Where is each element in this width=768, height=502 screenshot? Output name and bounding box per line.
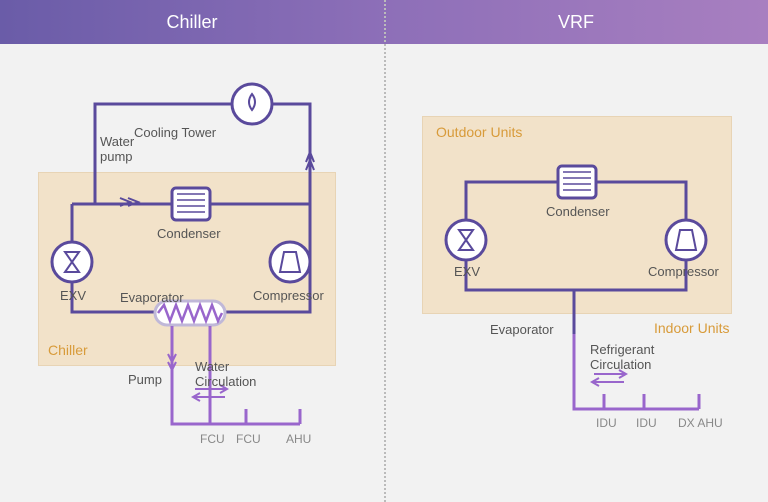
water-pump-label: Water pump (100, 134, 134, 164)
vrf-compressor-label: Compressor (648, 264, 719, 279)
water-circ-label: Water Circulation (195, 359, 256, 389)
vrf-exv-label: EXV (454, 264, 480, 279)
idu1: IDU (596, 416, 617, 430)
pump-label: Pump (128, 372, 162, 387)
vrf-evaporator-label: Evaporator (490, 322, 554, 337)
vrf-condenser-label: Condenser (546, 204, 610, 219)
chiller-pipes (0, 44, 384, 502)
chiller-panel: Chiller (0, 44, 384, 502)
fcu1: FCU (200, 432, 225, 446)
refrig-circ-label: Refrigerant Circulation (590, 342, 654, 372)
chiller-compressor-label: Compressor (253, 288, 324, 303)
header-chiller: Chiller (0, 0, 384, 44)
fcu2: FCU (236, 432, 261, 446)
idu2: IDU (636, 416, 657, 430)
dxahu: DX AHU (678, 416, 723, 430)
cooling-tower-label: Cooling Tower (134, 125, 216, 140)
chiller-evaporator-label: Evaporator (120, 290, 184, 305)
ahu: AHU (286, 432, 311, 446)
chiller-exv-label: EXV (60, 288, 86, 303)
header-vrf: VRF (384, 0, 768, 44)
vrf-panel: Outdoor Units Indoor Units Condenser EXV… (384, 44, 768, 502)
chiller-condenser-label: Condenser (157, 226, 221, 241)
